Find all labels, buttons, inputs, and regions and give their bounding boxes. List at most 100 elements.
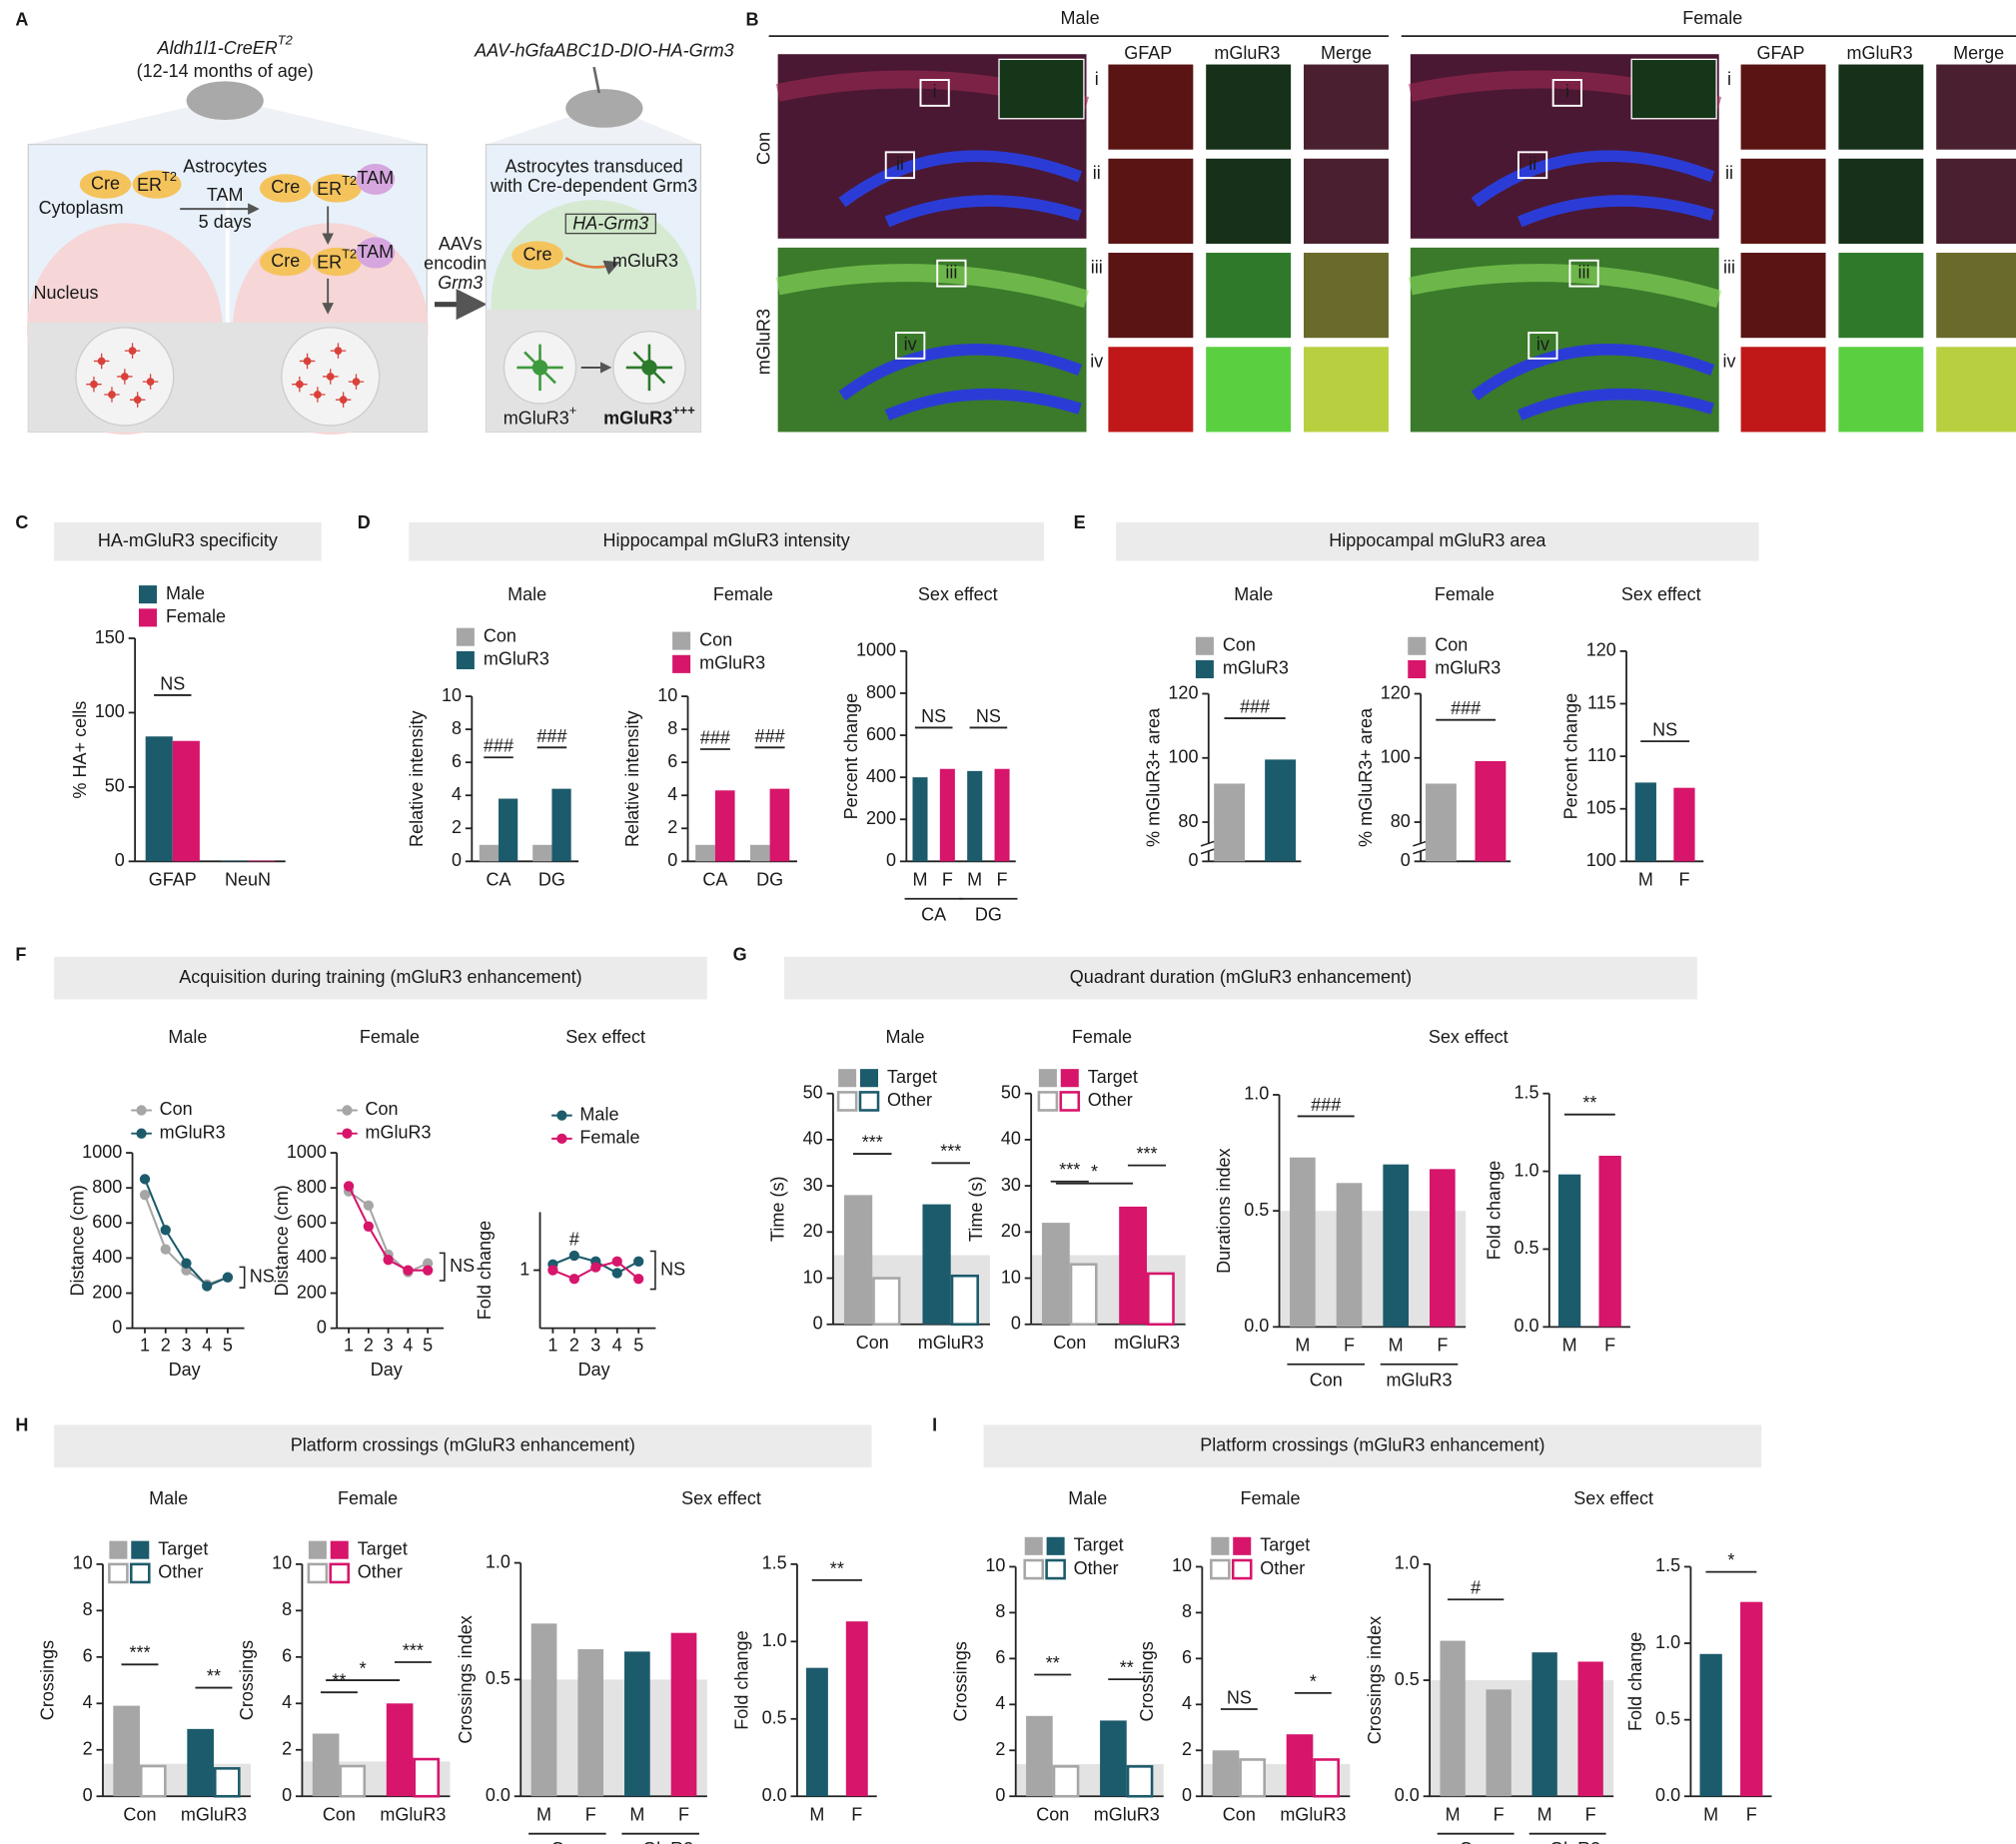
legend-swatch: [129, 1562, 151, 1584]
x-tick-label: mGluR3: [1094, 1804, 1160, 1824]
legend-swatch: [1210, 1558, 1231, 1580]
significance: ***: [1136, 1144, 1157, 1164]
legend-label: Other: [887, 1090, 932, 1110]
y-tick-label: 0.5: [486, 1668, 510, 1688]
group-label: mGluR3: [627, 1839, 693, 1844]
y-tick-label: 1.0: [762, 1630, 787, 1650]
panel-letter: B: [745, 9, 758, 29]
micrograph-tile: [1740, 253, 1826, 339]
significance: **: [1582, 1093, 1596, 1113]
section-header-box: [983, 1424, 1762, 1468]
x-tick-label: 3: [590, 1335, 600, 1355]
point: [403, 1265, 414, 1276]
legend-label: Target: [1260, 1535, 1310, 1555]
er: [312, 174, 362, 203]
micrograph-tile: [1838, 253, 1924, 339]
point: [222, 1272, 234, 1283]
y-tick-label: 120: [1586, 640, 1616, 660]
y-tick-label: 0.5: [1395, 1669, 1420, 1689]
legend-label: Female: [579, 1128, 639, 1148]
y-tick-label: 4: [667, 784, 677, 804]
y-tick-label: 0.0: [762, 1785, 787, 1805]
legend-label: Target: [358, 1538, 408, 1558]
legend-swatch: [1408, 636, 1427, 655]
y-tick-label: 400: [92, 1247, 122, 1267]
micrograph-tile: [1838, 347, 1924, 433]
mouse: [186, 81, 264, 121]
genotype-sup: T2: [278, 33, 293, 48]
chart-title: Sex effect: [681, 1488, 761, 1508]
point: [633, 1256, 644, 1267]
significance: #: [1471, 1578, 1481, 1598]
legend-swatch: [1195, 636, 1214, 655]
legend-label: Con: [1223, 634, 1256, 654]
chart-title: Sex effect: [1621, 584, 1701, 604]
legend-label: mGluR3: [366, 1122, 432, 1142]
x-tick-label: F: [678, 1804, 689, 1824]
bracket: [239, 1266, 246, 1289]
region-label: iii: [945, 262, 957, 282]
y-tick-label: 600: [866, 724, 896, 744]
legend-swatch: [1038, 1069, 1057, 1088]
astrocyte-process: [310, 387, 326, 403]
legend-marker: [556, 1133, 567, 1145]
significance: ***: [129, 1643, 150, 1663]
bar: [551, 788, 571, 862]
y-tick-label: 120: [1168, 682, 1198, 702]
legend-label: Other: [1260, 1558, 1305, 1578]
significance: *: [1091, 1162, 1098, 1182]
chart-title: Female: [360, 1027, 420, 1047]
bar: [220, 860, 249, 862]
axis-break-gap: [1413, 843, 1429, 851]
legend-swatch: [456, 627, 475, 646]
dentate-gyrus: [1471, 150, 1715, 228]
region-label: iii: [1091, 257, 1103, 277]
y-tick-label: 120: [1381, 682, 1411, 702]
chart-title: Sex effect: [1429, 1027, 1509, 1047]
bar: [845, 1621, 868, 1797]
point: [547, 1265, 558, 1276]
x-tick-label: F: [1746, 1804, 1757, 1824]
y-tick-label: 50: [803, 1082, 823, 1102]
region-box: [936, 259, 967, 288]
legend-label: Target: [158, 1538, 208, 1558]
y-tick-label: 1.0: [1655, 1632, 1680, 1652]
legend-label: Other: [158, 1562, 203, 1582]
age: (12-14 months of age): [137, 61, 314, 81]
inset: [1630, 58, 1717, 120]
y-tick-label: 200: [866, 808, 896, 828]
significance: ***: [940, 1142, 961, 1162]
bar: [695, 844, 715, 862]
genotype: Aldh1l1-CreERT2: [157, 33, 293, 58]
astrocyte-process: [142, 374, 159, 390]
chart-title: Female: [1435, 584, 1495, 604]
y-tick-label: 100: [1381, 747, 1411, 767]
bar: [145, 736, 173, 862]
x-tick-label: M: [967, 869, 982, 889]
x-tick-label: DG: [538, 869, 565, 889]
section-header: Acquisition during training (mGluR3 enha…: [179, 967, 581, 987]
x-tick-label: mGluR3: [918, 1333, 984, 1353]
x-tick-label: Con: [1223, 1804, 1256, 1824]
x-axis-label: Day: [169, 1360, 201, 1380]
bar: [248, 860, 276, 862]
x-tick-label: 2: [569, 1335, 579, 1355]
chart-title: Male: [1068, 1488, 1107, 1508]
x-tick-label: M: [1295, 1335, 1310, 1355]
label: Astrocytes: [183, 157, 267, 177]
y-tick-label: 6: [995, 1647, 1005, 1667]
y-tick-label: 0: [813, 1314, 823, 1334]
astrocyte-process: [323, 369, 339, 385]
y-tick-label: 600: [92, 1212, 122, 1232]
aav-label: encoding: [424, 253, 497, 273]
y-axis-label: Durations index: [1214, 1148, 1234, 1273]
astrocyte-process: [335, 392, 352, 408]
y-tick-label: 0: [1188, 850, 1198, 870]
x-tick-label: mGluR3: [1114, 1333, 1180, 1353]
region-label: iv: [1090, 351, 1103, 371]
significance: ###: [536, 726, 566, 746]
bar: [922, 1204, 951, 1325]
legend-label: Con: [1435, 634, 1468, 654]
legend-swatch: [672, 654, 691, 673]
y-axis-label: % HA+ cells: [70, 701, 90, 799]
